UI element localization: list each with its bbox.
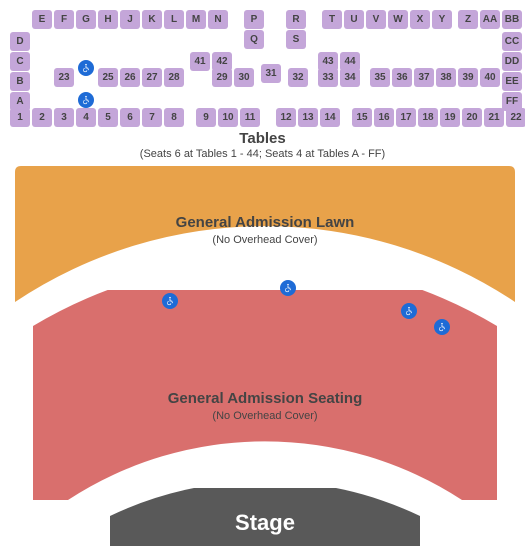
table-node[interactable]: 11 xyxy=(240,108,260,127)
table-node[interactable]: B xyxy=(10,72,30,91)
table-node[interactable]: 28 xyxy=(164,68,184,87)
wheelchair-icon xyxy=(280,280,296,296)
table-node[interactable]: 6 xyxy=(120,108,140,127)
wheelchair-icon xyxy=(78,60,94,76)
table-node[interactable]: L xyxy=(164,10,184,29)
lawn-title: General Admission Lawn xyxy=(15,214,515,231)
table-node[interactable]: 38 xyxy=(436,68,456,87)
table-node[interactable]: 25 xyxy=(98,68,118,87)
wheelchair-icon xyxy=(162,293,178,309)
table-node[interactable]: W xyxy=(388,10,408,29)
table-node[interactable]: 23 xyxy=(54,68,74,87)
table-node[interactable]: 33 xyxy=(318,68,338,87)
table-node[interactable]: U xyxy=(344,10,364,29)
table-node[interactable]: 40 xyxy=(480,68,500,87)
lawn-subtitle: (No Overhead Cover) xyxy=(15,234,515,246)
seating-title: General Admission Seating xyxy=(33,390,497,407)
table-node[interactable]: 34 xyxy=(340,68,360,87)
table-node[interactable]: 10 xyxy=(218,108,238,127)
table-node[interactable]: 36 xyxy=(392,68,412,87)
table-node[interactable]: 16 xyxy=(374,108,394,127)
wheelchair-icon xyxy=(434,319,450,335)
table-node[interactable]: D xyxy=(10,32,30,51)
table-node[interactable]: V xyxy=(366,10,386,29)
table-node[interactable]: 8 xyxy=(164,108,184,127)
table-node[interactable]: 41 xyxy=(190,52,210,71)
table-node[interactable]: 29 xyxy=(212,68,232,87)
table-node[interactable]: 2 xyxy=(32,108,52,127)
table-node[interactable]: 32 xyxy=(288,68,308,87)
table-node[interactable]: M xyxy=(186,10,206,29)
table-node[interactable]: Y xyxy=(432,10,452,29)
table-node[interactable]: X xyxy=(410,10,430,29)
table-node[interactable]: T xyxy=(322,10,342,29)
table-node[interactable]: 14 xyxy=(320,108,340,127)
table-node[interactable]: 5 xyxy=(98,108,118,127)
table-node[interactable]: C xyxy=(10,52,30,71)
seating-map: General Admission Lawn (No Overhead Cover… xyxy=(0,0,525,558)
table-node[interactable]: 13 xyxy=(298,108,318,127)
wheelchair-icon xyxy=(401,303,417,319)
seating-subtitle: (No Overhead Cover) xyxy=(33,410,497,422)
table-node[interactable]: 26 xyxy=(120,68,140,87)
table-node[interactable]: 12 xyxy=(276,108,296,127)
table-node[interactable]: P xyxy=(244,10,264,29)
table-node[interactable]: Q xyxy=(244,30,264,49)
table-node[interactable]: E xyxy=(32,10,52,29)
table-node[interactable]: F xyxy=(54,10,74,29)
table-node[interactable]: 27 xyxy=(142,68,162,87)
table-node[interactable]: 20 xyxy=(462,108,482,127)
wheelchair-icon xyxy=(78,92,94,108)
table-node[interactable]: AA xyxy=(480,10,500,29)
table-node[interactable]: 17 xyxy=(396,108,416,127)
table-node[interactable]: J xyxy=(120,10,140,29)
table-node[interactable]: 37 xyxy=(414,68,434,87)
table-node[interactable]: 3 xyxy=(54,108,74,127)
table-node[interactable]: BB xyxy=(502,10,522,29)
table-node[interactable]: R xyxy=(286,10,306,29)
table-node[interactable]: S xyxy=(286,30,306,49)
table-node[interactable]: 18 xyxy=(418,108,438,127)
table-node[interactable]: 31 xyxy=(261,64,281,83)
table-node[interactable]: 39 xyxy=(458,68,478,87)
stage-label: Stage xyxy=(110,510,420,536)
table-node[interactable]: 22 xyxy=(506,108,525,127)
table-node[interactable]: 9 xyxy=(196,108,216,127)
table-node[interactable]: 1 xyxy=(10,108,30,127)
table-node[interactable]: EE xyxy=(502,72,522,91)
table-node[interactable]: G xyxy=(76,10,96,29)
table-node[interactable]: K xyxy=(142,10,162,29)
table-node[interactable]: 7 xyxy=(142,108,162,127)
table-node[interactable]: 30 xyxy=(234,68,254,87)
table-node[interactable]: N xyxy=(208,10,228,29)
table-node[interactable]: 21 xyxy=(484,108,504,127)
table-node[interactable]: Z xyxy=(458,10,478,29)
table-node[interactable]: DD xyxy=(502,52,522,71)
table-node[interactable]: 35 xyxy=(370,68,390,87)
tables-title: Tables xyxy=(0,130,525,147)
table-node[interactable]: CC xyxy=(502,32,522,51)
table-node[interactable]: 15 xyxy=(352,108,372,127)
table-node[interactable]: 19 xyxy=(440,108,460,127)
table-node[interactable]: 4 xyxy=(76,108,96,127)
tables-subtitle: (Seats 6 at Tables 1 - 44; Seats 4 at Ta… xyxy=(0,148,525,160)
table-node[interactable]: H xyxy=(98,10,118,29)
